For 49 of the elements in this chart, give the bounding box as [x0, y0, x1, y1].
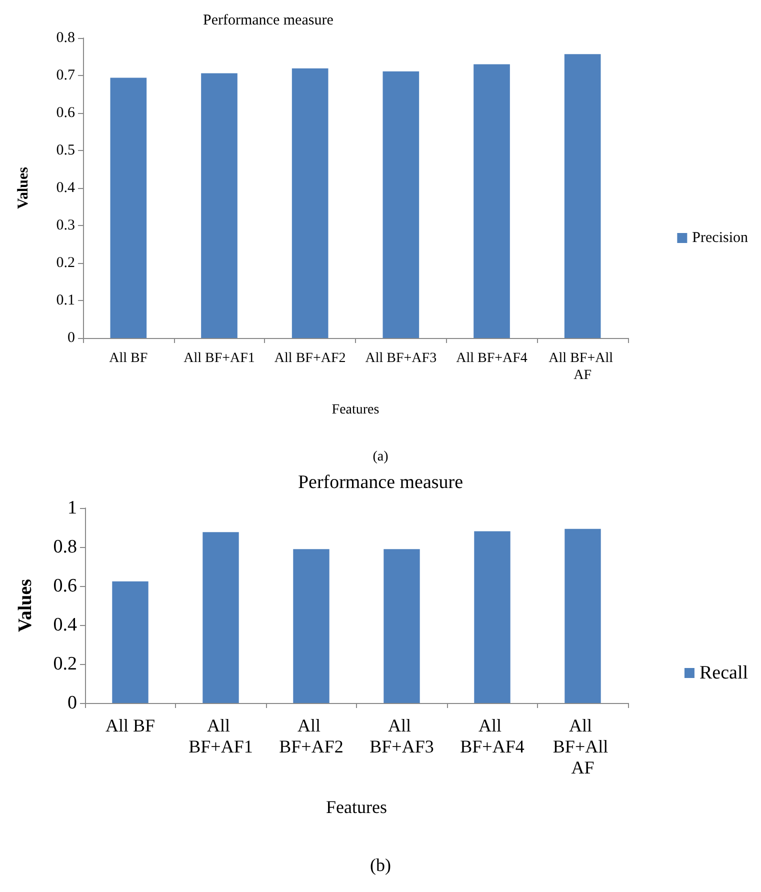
y-tick-label: 0.6 [56, 105, 76, 121]
bar [293, 549, 330, 703]
text: (a) [372, 450, 389, 464]
x-tick-label: All BF+AF2 [274, 351, 346, 366]
y-tick-label: 0.2 [53, 654, 77, 674]
x-tick-label: All BF+AF1 [184, 351, 255, 366]
chart-title: Performance measure [203, 12, 334, 28]
x-tick-label: All BF+All AF [552, 716, 613, 778]
legend-label: Precision [692, 230, 748, 246]
x-tick-label: All BF+AF1 [188, 716, 253, 756]
y-tick-label: 0.8 [53, 536, 77, 558]
y-tick-label: 0.5 [56, 142, 75, 158]
bar [112, 581, 148, 703]
bar [382, 71, 420, 338]
y-tick-label: 0.1 [56, 292, 75, 308]
y-axis-title: Values [15, 578, 36, 632]
y-tick-label: 0.7 [56, 68, 76, 84]
bar [202, 532, 239, 703]
bar [384, 549, 420, 703]
y-axis-title: Values [16, 166, 32, 209]
bar [474, 531, 510, 703]
y-tick-label: 0 [68, 692, 77, 714]
y-tick-label: 0.3 [56, 218, 75, 234]
chart-title: Performance measure [298, 472, 464, 493]
x-tick-label: All BF+All AF [548, 351, 616, 383]
x-axis-title: Features [332, 402, 380, 418]
bar [474, 64, 510, 338]
bar [564, 528, 601, 703]
x-tick-label: All BF+AF4 [456, 351, 528, 366]
x-tick-label: All BF+AF3 [370, 716, 434, 756]
bar [292, 68, 328, 338]
bar [110, 78, 147, 338]
text: (b) [370, 855, 392, 875]
x-tick-label: All BF+AF3 [365, 351, 437, 366]
x-tick-label: All BF [105, 716, 156, 736]
y-tick-label: 0 [68, 330, 75, 346]
y-tick-label: 0.4 [56, 180, 76, 196]
legend-label: Recall [699, 662, 748, 684]
x-tick-label: All BF+AF2 [279, 716, 344, 756]
x-tick-label: All BF+AF4 [460, 716, 524, 756]
x-tick-label: All BF [109, 351, 148, 366]
y-tick-label: 0.8 [56, 30, 75, 46]
x-axis-title: Features [326, 797, 387, 817]
bar [201, 73, 238, 338]
y-tick-label: 0.4 [53, 614, 78, 636]
bar [564, 54, 601, 338]
y-tick-label: 0.2 [56, 255, 75, 271]
y-tick-label: 0.6 [53, 576, 77, 596]
y-tick-label: 1 [68, 498, 77, 518]
